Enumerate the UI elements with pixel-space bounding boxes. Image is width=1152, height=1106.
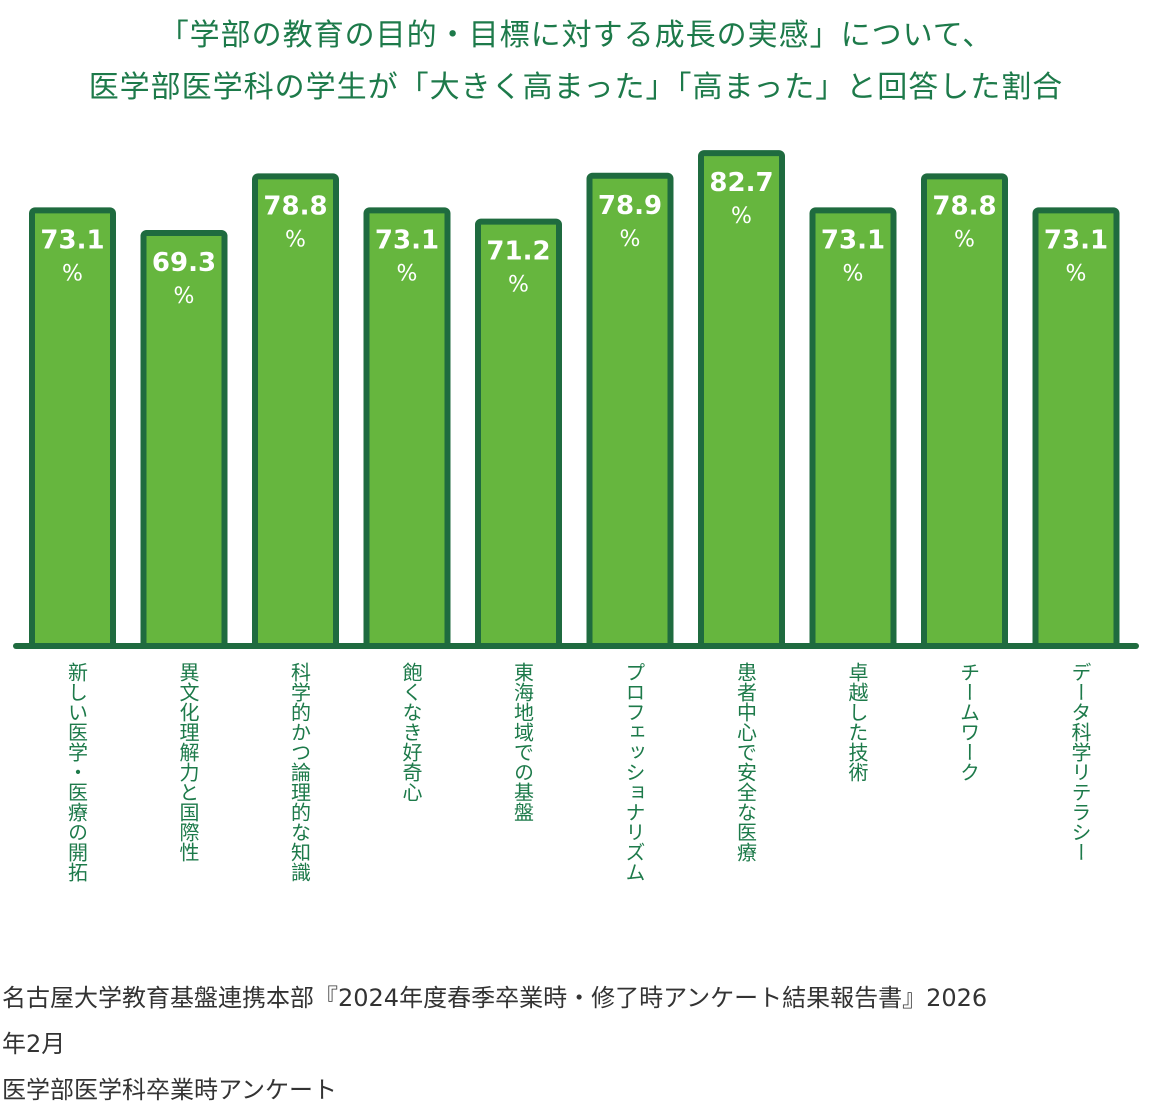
bar-unit-label: % [174,284,195,309]
category-label: 卓越した技術 [845,662,869,782]
bar-group: 78.8% [252,173,339,650]
source-line2: 年2月 [2,1030,66,1058]
bar-value-label: 73.1 [821,225,885,255]
bar-group: 73.1% [29,207,116,649]
bar-value-label: 78.8 [932,191,996,221]
category-label: 科学的かつ論理的な知識 [287,662,312,882]
bar-value-label: 73.1 [40,225,104,255]
bar-unit-label: % [1066,261,1087,286]
source-line3: 医学部医学科卒業時アンケート [2,1076,338,1104]
bar-value-label: 82.7 [709,168,773,198]
bar-value-label: 78.8 [263,191,327,221]
bar-group: 73.1% [809,207,897,649]
bar-chart: 73.1% 69.3%78.8% 73.1%71.2%78.9%82.7%73.1%… [13,150,1139,650]
category-label: 東海地域での基盤 [510,662,535,822]
bar-unit-label: % [397,261,418,286]
chart-title-line1: 「学部の教育の目的・目標に対する成長の実感」について、 [158,18,994,53]
bar-value-label: 73.1 [375,225,439,255]
bar-value-label: 71.2 [486,237,550,267]
category-label: 飽くなき好奇心 [399,662,423,802]
bar-unit-label: % [62,261,83,286]
category-label: 新しい医学・医療の開拓 [64,662,89,882]
source-line1: 名古屋大学教育基盤連携本部『2024年度春季卒業時・修了時アンケート結果報告書』… [2,984,988,1012]
chart-title-line2: 医学部医学科の学生が「大きく高まった」「高まった」と回答した割合 [88,70,1064,105]
category-label: 患者中心で安全な医療 [733,662,758,862]
bar-group: 78.9% [586,172,674,649]
bar-group: 69.3% [140,229,228,650]
bar-unit-label: % [954,227,975,252]
bar-group: 73.1% [1032,207,1120,649]
bar-unit-label: % [285,227,306,252]
category-label: プロフェッショナリズム [622,662,646,882]
bar-unit-label: % [843,261,864,286]
bar-unit-label: % [508,273,529,298]
category-label: チームワーク [956,662,981,782]
bar-unit-label: % [731,204,752,229]
category-label: データ科学リテラシー [1068,662,1092,862]
bar-value-label: 78.9 [598,191,662,221]
bar-group: 82.7% [698,150,785,649]
bar-unit-label: % [620,227,641,252]
bar-value-label: 73.1 [1044,225,1108,255]
bar-group: 71.2% [475,218,562,649]
category-label: 異文化理解力と国際性 [176,662,200,862]
bar-group: 78.8% [921,173,1008,650]
bar-value-label: 69.3 [152,248,216,278]
bar-group: 73.1% [363,207,451,649]
